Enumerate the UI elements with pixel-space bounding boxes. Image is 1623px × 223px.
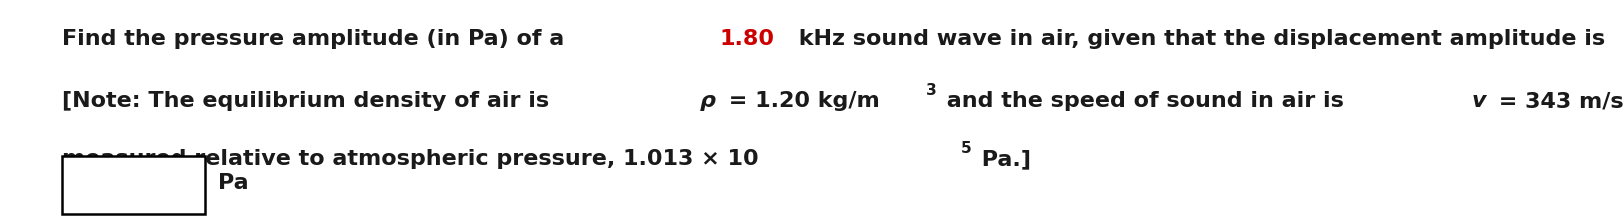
Text: measured relative to atmospheric pressure, 1.013 × 10: measured relative to atmospheric pressur… — [62, 149, 758, 169]
Text: = 1.20 kg/m: = 1.20 kg/m — [721, 91, 880, 111]
Text: and the speed of sound in air is: and the speed of sound in air is — [938, 91, 1352, 111]
Text: kHz sound wave in air, given that the displacement amplitude is: kHz sound wave in air, given that the di… — [790, 29, 1612, 49]
Text: = 343 m/s. Pressure variations ΔP are: = 343 m/s. Pressure variations ΔP are — [1490, 91, 1623, 111]
Text: Pa: Pa — [217, 173, 248, 193]
Text: 5: 5 — [959, 141, 971, 156]
Text: Pa.]: Pa.] — [974, 149, 1031, 169]
Text: 3: 3 — [925, 83, 936, 98]
Text: 1.80: 1.80 — [719, 29, 774, 49]
Text: ρ: ρ — [700, 91, 716, 111]
Text: [Note: The equilibrium density of air is: [Note: The equilibrium density of air is — [62, 91, 557, 111]
Text: Find the pressure amplitude (in Pa) of a: Find the pressure amplitude (in Pa) of a — [62, 29, 571, 49]
Text: v: v — [1470, 91, 1485, 111]
Bar — [62, 156, 204, 214]
